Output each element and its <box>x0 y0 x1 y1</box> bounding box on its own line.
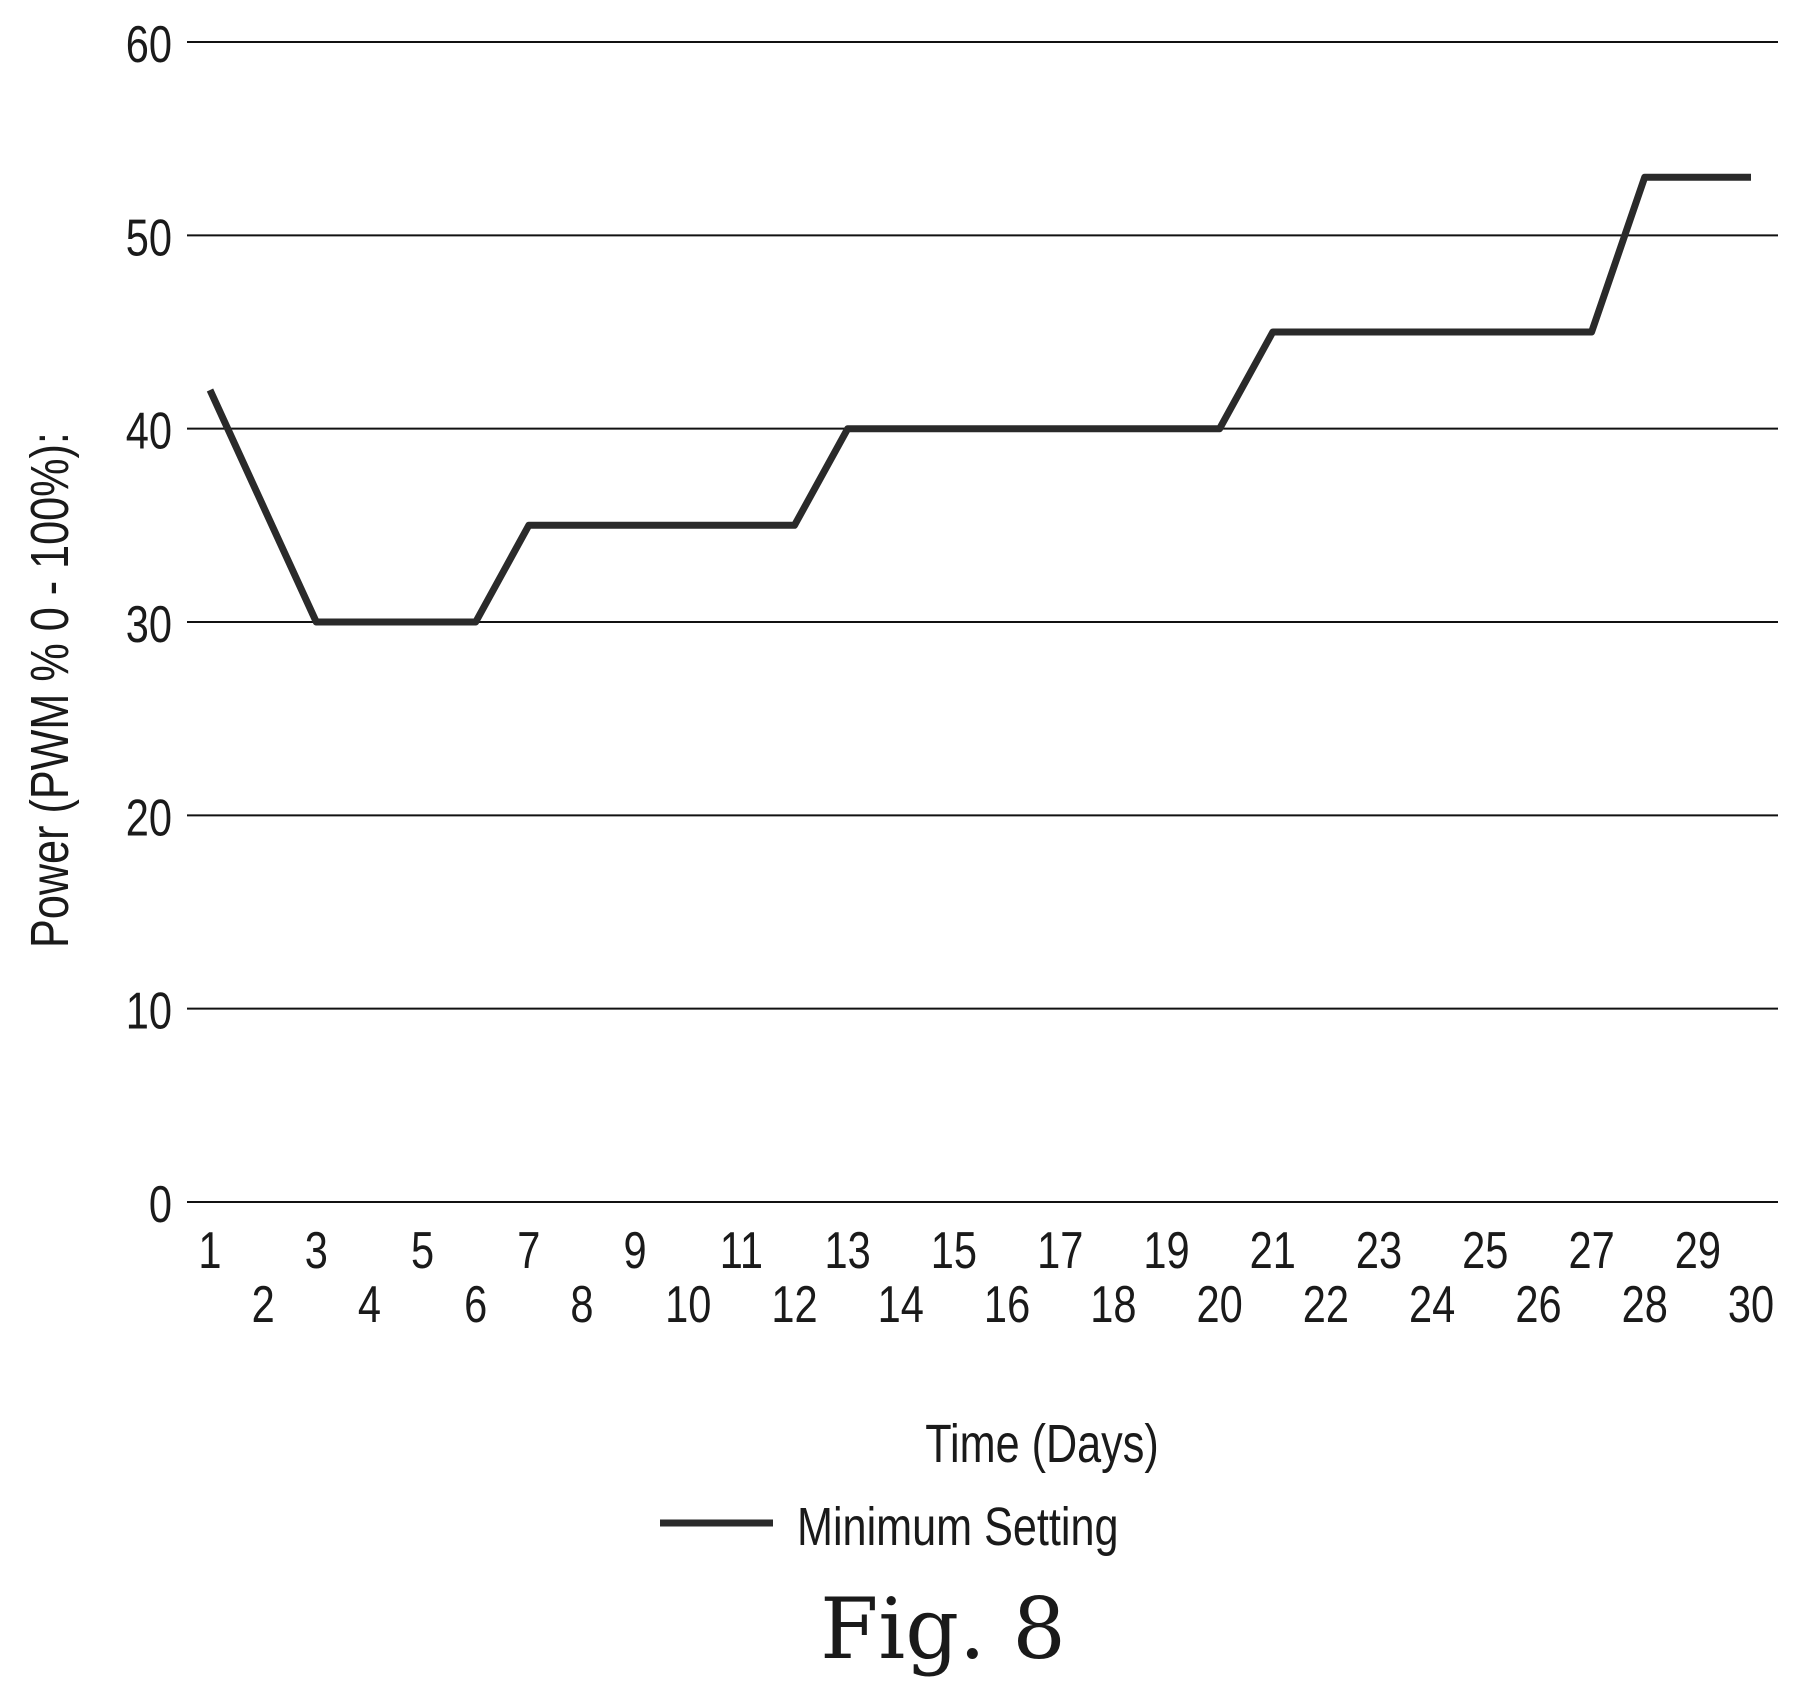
x-tick-label: 15 <box>931 1221 977 1280</box>
x-tick-label: 24 <box>1409 1275 1455 1334</box>
y-tick-label: 10 <box>126 981 172 1040</box>
y-tick-label: 0 <box>149 1175 172 1234</box>
figure-caption: Fig. 8 <box>820 1580 1066 1678</box>
x-tick-label: 2 <box>252 1275 275 1334</box>
x-tick-label: 27 <box>1568 1221 1614 1280</box>
x-tick-label: 19 <box>1143 1221 1189 1280</box>
x-tick-label: 20 <box>1196 1275 1242 1334</box>
x-tick-label: 23 <box>1356 1221 1402 1280</box>
x-tick-label: 9 <box>624 1221 647 1280</box>
y-tick-label: 30 <box>126 595 172 654</box>
legend-label: Minimum Setting <box>797 1498 1119 1558</box>
y-tick-label: 40 <box>126 401 172 460</box>
x-tick-label: 25 <box>1462 1221 1508 1280</box>
y-tick-label: 20 <box>126 788 172 847</box>
x-tick-label: 10 <box>665 1275 711 1334</box>
x-tick-label: 14 <box>878 1275 924 1334</box>
x-tick-label: 6 <box>464 1275 487 1334</box>
x-tick-label: 29 <box>1675 1221 1721 1280</box>
y-axis-label: Power (PWM % 0 - 100%): <box>21 432 81 948</box>
x-tick-label: 4 <box>358 1275 381 1334</box>
x-tick-label: 16 <box>984 1275 1030 1334</box>
x-tick-label: 13 <box>825 1221 871 1280</box>
legend: Minimum Setting <box>660 1498 1119 1558</box>
y-tick-labels: 0 10 20 30 40 50 60 <box>126 15 172 1234</box>
x-tick-label: 30 <box>1728 1275 1774 1334</box>
x-tick-label: 28 <box>1622 1275 1668 1334</box>
x-tick-label: 5 <box>411 1221 434 1280</box>
x-tick-label: 17 <box>1037 1221 1083 1280</box>
y-tick-label: 60 <box>126 15 172 74</box>
x-tick-label: 11 <box>720 1221 763 1280</box>
series-line-minimum-setting <box>206 173 1751 626</box>
x-tick-label: 22 <box>1303 1275 1349 1334</box>
x-tick-label: 1 <box>198 1221 221 1280</box>
x-tick-label: 8 <box>570 1275 593 1334</box>
x-tick-label: 21 <box>1250 1221 1296 1280</box>
x-tick-labels: 1234567891011121314151617181920212223242… <box>198 1221 1774 1334</box>
x-tick-label: 12 <box>771 1275 817 1334</box>
y-tick-label: 50 <box>126 208 172 267</box>
x-tick-label: 7 <box>517 1221 540 1280</box>
x-tick-label: 18 <box>1090 1275 1136 1334</box>
x-tick-label: 26 <box>1515 1275 1561 1334</box>
x-tick-label: 3 <box>305 1221 328 1280</box>
x-axis-label: Time (Days) <box>925 1415 1158 1475</box>
